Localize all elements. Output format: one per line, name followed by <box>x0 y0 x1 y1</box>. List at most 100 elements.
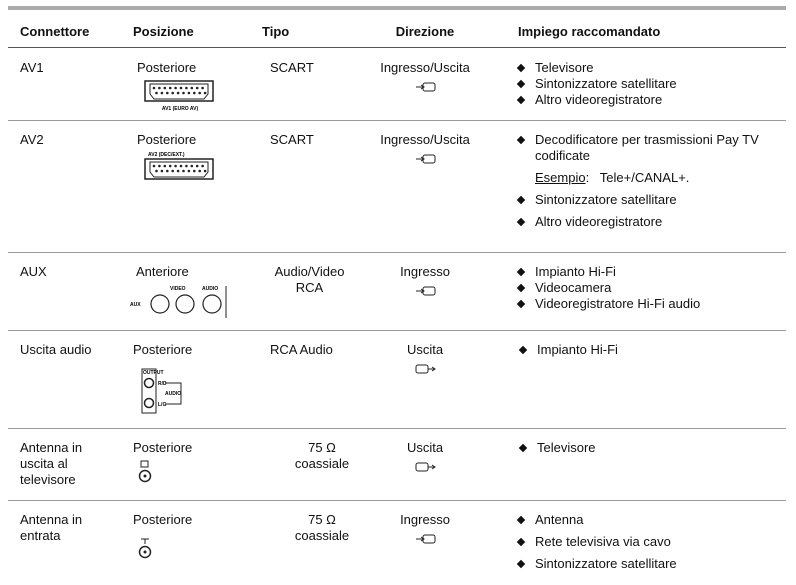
icon-shape <box>190 164 194 168</box>
connector-icon <box>416 154 436 164</box>
icon-label: L/G <box>158 402 166 408</box>
icon-label: AUDIO <box>165 391 181 397</box>
icon-shape <box>202 294 222 314</box>
icon-shape <box>182 91 185 95</box>
type: 75 Ω coassiale <box>294 512 350 543</box>
direction: Ingresso <box>400 264 450 279</box>
usage-item: Sintonizzatore satellitare <box>535 556 677 571</box>
bullet <box>516 79 526 89</box>
position: Posteriore <box>137 60 197 75</box>
row-rule <box>8 500 786 501</box>
type: SCART <box>270 132 314 147</box>
bullet <box>516 267 526 277</box>
icon-shape <box>195 164 199 168</box>
example-label: Esempio <box>535 170 586 185</box>
bullet <box>516 537 526 547</box>
icon-shape <box>171 91 174 95</box>
icon-shape <box>203 91 207 95</box>
row-rule <box>8 120 786 121</box>
icon-shape <box>185 86 188 90</box>
icon-shape <box>166 91 169 95</box>
connector-icon <box>138 460 152 483</box>
icon-shape <box>168 86 172 90</box>
usage-item: Videocamera <box>535 280 612 295</box>
bullet <box>516 135 526 145</box>
icon-shape <box>179 164 183 168</box>
icon-shape <box>190 86 194 90</box>
icon-shape <box>155 169 158 173</box>
connector-icon <box>416 534 436 544</box>
icon-label: OUTPUT <box>143 370 164 376</box>
icon-shape <box>174 164 177 168</box>
usage-item: Televisore <box>535 60 594 75</box>
type: SCART <box>270 60 314 75</box>
bullet <box>516 515 526 525</box>
example-text: : Tele+/CANAL+. <box>585 170 690 185</box>
icon-shape <box>193 91 196 95</box>
icon-shape <box>182 169 185 173</box>
bullet <box>516 299 526 309</box>
icon-shape <box>422 534 436 544</box>
position: Posteriore <box>137 132 197 147</box>
usage-item: Televisore <box>537 440 596 455</box>
icon-shape <box>198 91 201 95</box>
position: Posteriore <box>133 512 193 527</box>
connector-name: Uscita audio <box>20 342 92 357</box>
bullet <box>516 283 526 293</box>
column-header: Direzione <box>395 24 455 39</box>
usage-item: Altro videoregistratore <box>535 92 663 107</box>
example: Esempio: Tele+/CANAL+. <box>535 170 689 186</box>
row-rule <box>8 330 786 331</box>
connector-name: AV2 <box>20 132 44 147</box>
usage-item: Videoregistratore Hi-Fi audio <box>535 296 701 311</box>
icon-shape <box>415 364 429 374</box>
position: Posteriore <box>133 440 193 455</box>
bullet <box>516 195 526 205</box>
connector-name: Antenna in entrata <box>20 512 83 543</box>
icon-shape <box>141 538 149 544</box>
bullet <box>518 443 528 453</box>
icon-shape <box>176 169 180 173</box>
connector-icon <box>415 364 436 374</box>
icon-shape <box>422 286 436 296</box>
icon-shape <box>422 82 436 92</box>
column-header: Posizione <box>133 24 194 39</box>
column-header: Impiego raccomandato <box>518 24 661 39</box>
connector-icon: AV2 (DEC/EXT.) <box>144 152 214 180</box>
icon-shape <box>171 169 174 173</box>
usage-item: Impianto Hi-Fi <box>537 342 618 357</box>
connector-icon: VIDEO AUDIO AUX <box>130 286 227 318</box>
icon-shape <box>144 158 214 180</box>
icon-shape <box>187 169 191 173</box>
icon-shape <box>198 169 201 173</box>
icon-shape <box>179 86 183 90</box>
bullet <box>516 217 526 227</box>
icon-shape <box>150 294 170 314</box>
icon-shape <box>195 86 199 90</box>
icon-label: AUDIO <box>202 286 218 292</box>
icon-shape <box>140 460 149 468</box>
direction: Uscita <box>406 440 444 455</box>
icon-shape <box>168 164 172 168</box>
connector-name: AV1 <box>20 60 44 75</box>
icon-shape <box>163 164 167 168</box>
icon-shape <box>201 164 204 168</box>
icon-shape <box>165 382 182 405</box>
usage-item: Rete televisiva via cavo <box>535 534 671 549</box>
icon-shape <box>201 86 204 90</box>
icon-shape <box>143 377 155 389</box>
connector-icon: OUTPUT R/D AUDIO L/G <box>141 368 182 414</box>
icon-shape <box>158 164 161 168</box>
icon-shape <box>187 91 191 95</box>
icon-label: AV2 (DEC/EXT.) <box>148 152 185 158</box>
icon-shape <box>428 366 436 372</box>
row-rule <box>8 252 786 253</box>
header-rule <box>8 47 786 48</box>
top-rule <box>8 6 786 10</box>
icon-shape <box>193 169 196 173</box>
icon-shape <box>176 91 180 95</box>
icon-shape <box>144 80 214 102</box>
connector-icon: AV1 (EURO AV) <box>144 80 214 112</box>
icon-shape <box>203 169 207 173</box>
